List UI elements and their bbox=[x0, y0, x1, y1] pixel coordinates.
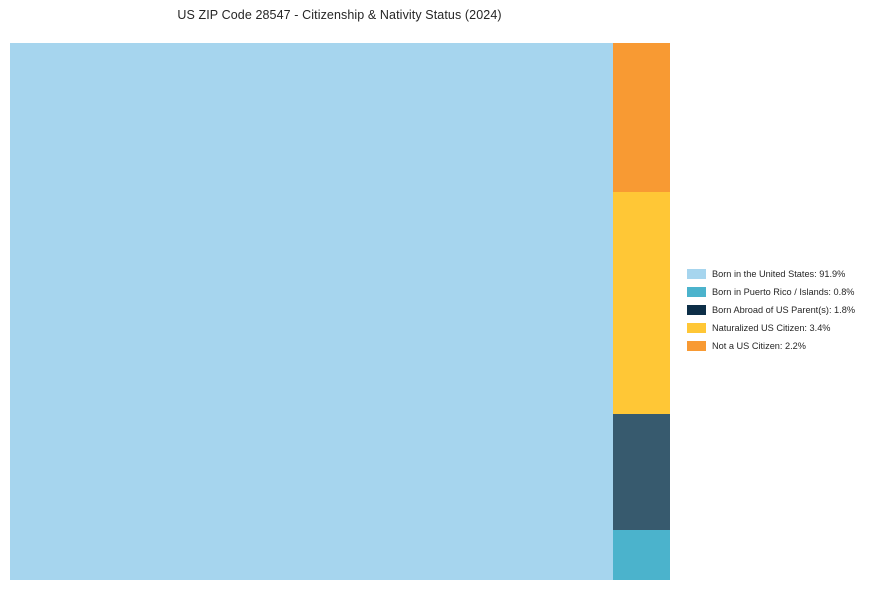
treemap-tile-born-in-puerto-rico-islands[interactable] bbox=[612, 530, 670, 580]
mosaic-column-secondary bbox=[612, 43, 670, 580]
legend-swatch-icon bbox=[687, 323, 706, 333]
legend-item-label: Born Abroad of US Parent(s): 1.8% bbox=[712, 304, 855, 315]
treemap-plot-area bbox=[10, 43, 670, 580]
treemap-tile-born-abroad-of-us-parents[interactable] bbox=[612, 414, 670, 530]
legend-item-label: Born in Puerto Rico / Islands: 0.8% bbox=[712, 286, 855, 297]
legend-item-naturalized-us-citizen[interactable]: Naturalized US Citizen: 3.4% bbox=[687, 319, 882, 337]
legend-swatch-icon bbox=[687, 305, 706, 315]
legend-swatch-icon bbox=[687, 341, 706, 351]
legend-item-label: Naturalized US Citizen: 3.4% bbox=[712, 322, 831, 333]
legend-swatch-icon bbox=[687, 287, 706, 297]
treemap-tile-naturalized-us-citizen[interactable] bbox=[612, 192, 670, 414]
legend-item-born-abroad-of-us-parents[interactable]: Born Abroad of US Parent(s): 1.8% bbox=[687, 301, 882, 319]
legend-item-label: Born in the United States: 91.9% bbox=[712, 268, 846, 279]
legend-item-born-in-the-united-states[interactable]: Born in the United States: 91.9% bbox=[687, 265, 882, 283]
legend-item-not-a-us-citizen[interactable]: Not a US Citizen: 2.2% bbox=[687, 337, 882, 355]
legend-item-label: Not a US Citizen: 2.2% bbox=[712, 340, 806, 351]
legend-item-born-in-puerto-rico-islands[interactable]: Born in Puerto Rico / Islands: 0.8% bbox=[687, 283, 882, 301]
mosaic-column-primary bbox=[10, 43, 613, 580]
chart-legend: Born in the United States: 91.9% Born in… bbox=[687, 265, 882, 355]
page-title: US ZIP Code 28547 - Citizenship & Nativi… bbox=[177, 8, 502, 22]
legend-swatch-icon bbox=[687, 269, 706, 279]
treemap-tile-born-in-the-united-states[interactable] bbox=[10, 43, 613, 580]
treemap-tile-not-a-us-citizen[interactable] bbox=[612, 43, 670, 193]
